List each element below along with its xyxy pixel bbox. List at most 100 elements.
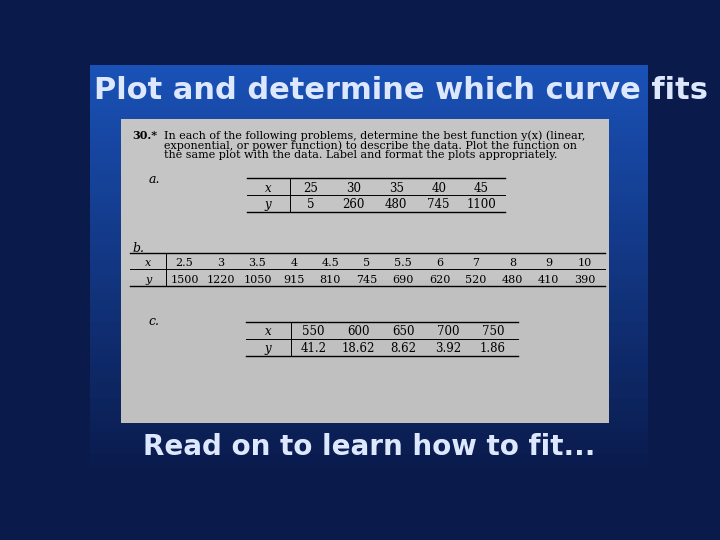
Bar — [90, 314, 648, 321]
Text: x: x — [265, 326, 271, 339]
Text: 45: 45 — [474, 181, 489, 194]
Text: a.: a. — [148, 173, 160, 186]
Text: 40: 40 — [431, 181, 446, 194]
Text: Plot and determine which curve fits best: Plot and determine which curve fits best — [94, 76, 720, 105]
Text: 2.5: 2.5 — [176, 258, 194, 268]
Bar — [90, 300, 648, 307]
Text: b.: b. — [132, 242, 145, 255]
Text: exponential, or power function) to describe the data. Plot the function on: exponential, or power function) to descr… — [163, 140, 577, 151]
Text: 745: 745 — [356, 275, 377, 285]
Bar — [90, 356, 648, 363]
Bar — [90, 224, 648, 231]
Text: 5: 5 — [307, 198, 315, 212]
Bar — [90, 363, 648, 370]
Bar — [90, 307, 648, 314]
Bar — [90, 342, 648, 349]
Bar — [90, 418, 648, 425]
Text: 480: 480 — [502, 275, 523, 285]
Text: x: x — [265, 181, 271, 194]
Text: 5.5: 5.5 — [395, 258, 412, 268]
Bar — [90, 190, 648, 197]
Bar — [90, 92, 648, 99]
Bar — [90, 72, 648, 79]
Bar — [90, 266, 648, 273]
Text: 750: 750 — [482, 326, 504, 339]
Bar — [90, 85, 648, 92]
Text: 5: 5 — [363, 258, 370, 268]
Bar — [90, 183, 648, 190]
Bar — [121, 119, 609, 423]
Text: 25: 25 — [303, 181, 318, 194]
Bar — [90, 280, 648, 287]
Text: 10: 10 — [578, 258, 593, 268]
Bar — [90, 238, 648, 245]
Bar — [90, 113, 648, 120]
Text: y: y — [145, 275, 151, 285]
Text: 520: 520 — [465, 275, 487, 285]
Text: 650: 650 — [392, 326, 414, 339]
Text: 1100: 1100 — [467, 198, 496, 212]
Bar — [90, 467, 648, 474]
Bar — [90, 439, 648, 446]
Text: 8: 8 — [509, 258, 516, 268]
Bar — [90, 217, 648, 224]
Bar — [90, 245, 648, 252]
Bar — [90, 148, 648, 155]
Bar — [90, 273, 648, 280]
Bar — [90, 168, 648, 176]
Bar — [90, 197, 648, 204]
Text: 550: 550 — [302, 326, 325, 339]
Text: the same plot with the data. Label and format the plots appropriately.: the same plot with the data. Label and f… — [163, 150, 557, 160]
Bar — [90, 328, 648, 335]
Bar — [90, 335, 648, 342]
Bar — [90, 370, 648, 377]
Bar — [90, 162, 648, 168]
Bar — [90, 204, 648, 211]
Text: 745: 745 — [428, 198, 450, 212]
Bar — [90, 453, 648, 460]
Text: 620: 620 — [429, 275, 450, 285]
Bar — [90, 141, 648, 148]
Text: 700: 700 — [437, 326, 459, 339]
Text: 3.5: 3.5 — [248, 258, 266, 268]
Bar — [90, 176, 648, 183]
Text: 3: 3 — [217, 258, 225, 268]
Text: 7: 7 — [472, 258, 480, 268]
Text: 9: 9 — [545, 258, 552, 268]
Bar — [90, 65, 648, 72]
Text: 1220: 1220 — [207, 275, 235, 285]
Bar — [90, 383, 648, 390]
Bar — [90, 321, 648, 328]
Bar — [90, 432, 648, 439]
Bar — [90, 79, 648, 85]
Bar — [90, 294, 648, 300]
Text: x: x — [145, 258, 151, 268]
Bar — [90, 120, 648, 127]
Text: 18.62: 18.62 — [341, 342, 375, 355]
Bar — [90, 252, 648, 259]
Text: 1.86: 1.86 — [480, 342, 506, 355]
Text: 480: 480 — [385, 198, 408, 212]
Bar — [90, 425, 648, 432]
Text: 1500: 1500 — [171, 275, 199, 285]
Bar — [90, 460, 648, 467]
Bar — [90, 259, 648, 266]
Text: 260: 260 — [342, 198, 365, 212]
Bar — [90, 287, 648, 294]
Text: 810: 810 — [320, 275, 341, 285]
Bar — [90, 99, 648, 106]
Text: 41.2: 41.2 — [300, 342, 326, 355]
Text: 6: 6 — [436, 258, 443, 268]
Text: y: y — [265, 198, 271, 212]
Text: 690: 690 — [392, 275, 414, 285]
Text: y: y — [265, 342, 271, 355]
Text: 4: 4 — [290, 258, 297, 268]
Bar — [90, 155, 648, 162]
Bar — [90, 127, 648, 134]
Text: In each of the following problems, determine the best function y(x) (linear,: In each of the following problems, deter… — [163, 130, 585, 141]
Text: 4.5: 4.5 — [321, 258, 339, 268]
Text: 35: 35 — [389, 181, 404, 194]
Text: 915: 915 — [283, 275, 305, 285]
Bar — [90, 106, 648, 113]
Bar — [90, 446, 648, 453]
